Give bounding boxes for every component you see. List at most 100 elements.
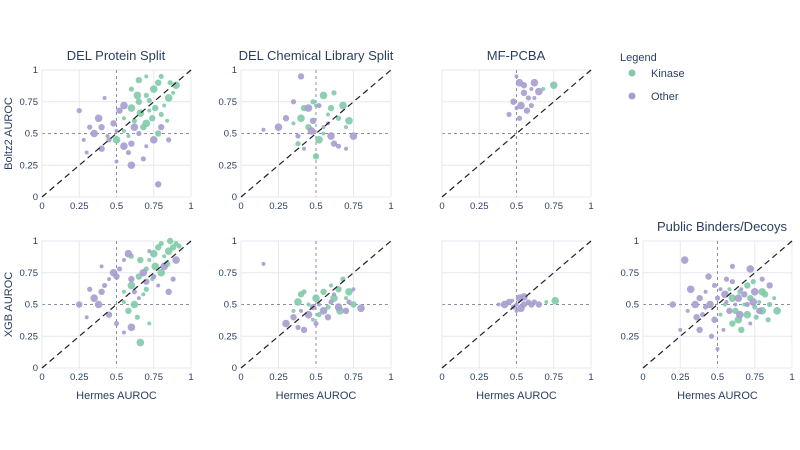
point-kinase <box>345 117 353 125</box>
x-tick-label: 0.75 <box>746 372 765 383</box>
point-kinase <box>339 101 347 110</box>
point-other <box>496 302 501 307</box>
point-kinase <box>743 310 752 319</box>
point-kinase <box>121 116 126 121</box>
point-other <box>715 346 720 351</box>
point-kinase <box>728 294 737 302</box>
point-other <box>170 276 176 282</box>
diagonal-line <box>441 240 592 369</box>
point-other <box>299 308 303 313</box>
point-other <box>514 302 519 307</box>
diagonal-line <box>240 240 392 369</box>
point-kinase <box>344 125 348 130</box>
point-other <box>693 314 700 321</box>
point-kinase <box>121 299 126 304</box>
point-kinase <box>767 301 773 308</box>
point-other <box>514 74 519 79</box>
point-other <box>156 283 161 288</box>
diagonal-line <box>41 69 192 198</box>
point-kinase <box>152 104 159 112</box>
point-other <box>349 132 358 140</box>
y-tick-label: 1 <box>33 65 38 76</box>
x-tick-label: 0 <box>439 372 444 383</box>
x-tick-label: 1 <box>188 372 193 383</box>
x-tick-label: 0.25 <box>470 372 489 383</box>
y-tick-label: 0.25 <box>219 160 238 171</box>
diagonal-line <box>441 69 592 198</box>
point-other <box>510 298 515 303</box>
x-axis-title: Hermes AUROC <box>76 390 157 402</box>
point-other <box>532 95 537 100</box>
point-kinase <box>319 91 328 100</box>
x-tick-label: 0.5 <box>510 372 523 383</box>
point-other <box>739 287 744 292</box>
x-axis-title: Hermes AUROC <box>677 390 758 402</box>
point-kinase <box>294 298 302 306</box>
legend-label-kinase: Kinase <box>651 68 685 80</box>
point-kinase <box>311 317 315 322</box>
point-kinase <box>155 130 162 137</box>
point-other <box>274 123 283 131</box>
point-other <box>736 310 744 319</box>
y-tick-label: 0.75 <box>20 268 39 279</box>
point-other <box>131 289 137 295</box>
panel-title: DEL Chemical Library Split <box>239 48 394 63</box>
point-other <box>705 273 712 280</box>
x-tick-label: 0.75 <box>344 201 363 212</box>
point-kinase <box>162 254 167 259</box>
point-other <box>696 294 703 302</box>
point-other <box>516 115 523 121</box>
point-kinase <box>128 86 134 92</box>
point-other <box>700 312 706 318</box>
point-other <box>528 102 535 109</box>
point-kinase <box>125 307 132 315</box>
point-other <box>84 150 89 155</box>
point-other <box>530 78 539 87</box>
point-kinase <box>157 268 165 277</box>
point-other <box>517 304 525 313</box>
point-kinase <box>166 237 174 245</box>
point-other <box>121 330 126 335</box>
point-kinase <box>147 108 152 113</box>
point-other <box>114 128 119 133</box>
y-tick-label: 1 <box>634 236 639 247</box>
point-other <box>332 292 336 297</box>
point-other <box>94 300 103 309</box>
point-other <box>744 301 750 308</box>
point-other <box>290 314 297 321</box>
point-other <box>711 282 718 289</box>
point-kinase <box>727 287 732 292</box>
point-other <box>335 143 342 149</box>
point-other <box>721 290 729 299</box>
y-tick-label: 0.75 <box>20 97 39 108</box>
point-other <box>721 327 726 332</box>
point-kinase <box>738 326 745 334</box>
point-kinase <box>172 81 180 90</box>
point-other <box>517 101 525 110</box>
point-other <box>510 98 517 105</box>
x-tick-label: 0.5 <box>309 372 322 383</box>
panel-1: 0 0.25 0.5 0.75 1 0 0.25 0.5 0.75 1 DEL Protein Sp… <box>3 48 194 212</box>
point-other <box>84 315 89 320</box>
point-other <box>98 288 105 295</box>
point-other <box>120 101 128 110</box>
point-kinase <box>316 312 322 318</box>
point-kinase <box>133 91 142 100</box>
point-other <box>105 311 113 318</box>
point-other <box>321 125 326 130</box>
legend-swatch-other <box>628 92 636 100</box>
x-tick-label: 1 <box>388 201 393 212</box>
y-tick-label: 0 <box>232 192 237 203</box>
point-other <box>344 146 348 151</box>
point-other <box>346 299 352 305</box>
point-other <box>756 307 763 315</box>
y-tick-label: 0.25 <box>20 331 39 342</box>
y-tick-label: 0.5 <box>25 300 38 311</box>
point-other <box>703 289 708 294</box>
point-other <box>678 327 683 332</box>
point-other <box>107 277 112 282</box>
point-other <box>144 144 149 149</box>
point-kinase <box>335 286 342 293</box>
x-tick-label: 1 <box>388 372 393 383</box>
